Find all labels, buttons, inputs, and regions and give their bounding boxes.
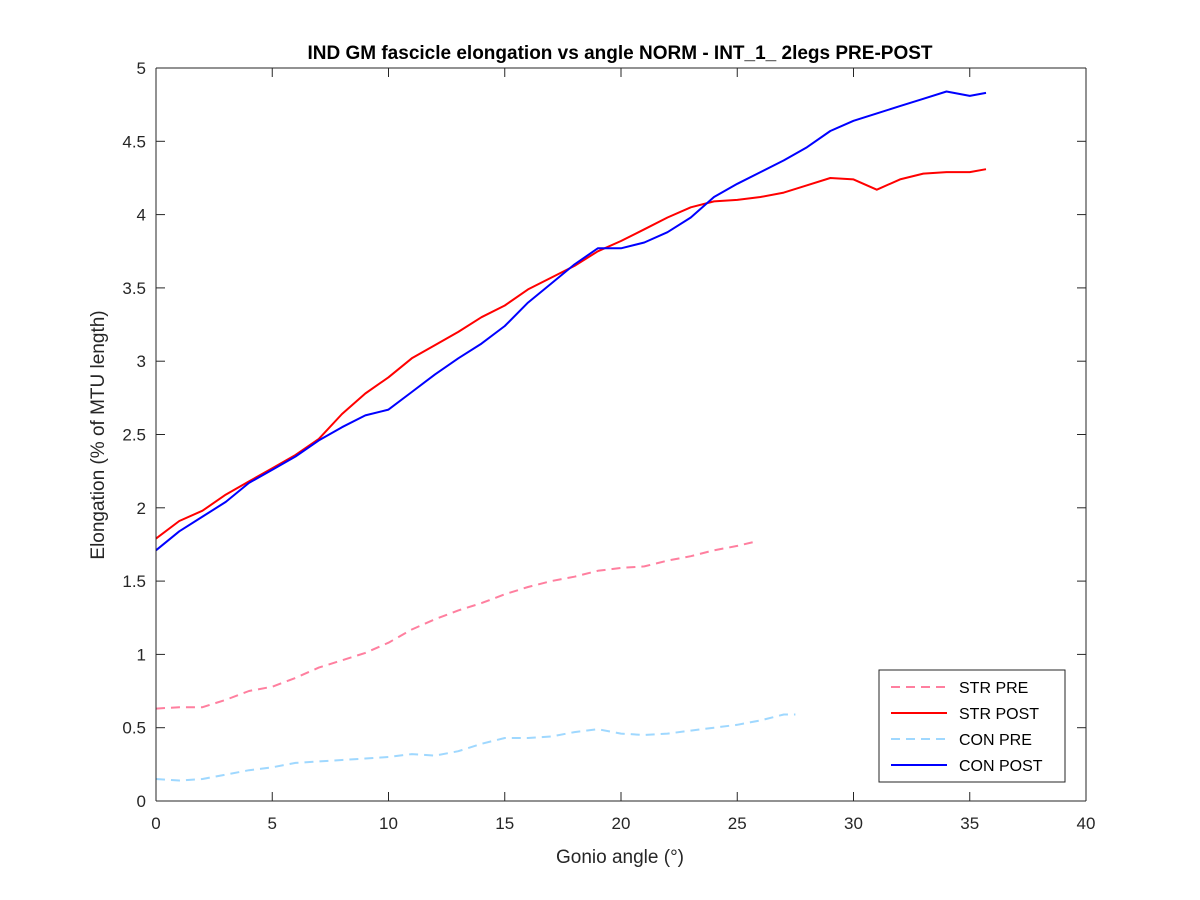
x-tick-label: 0 (151, 814, 160, 833)
y-tick-label: 4.5 (122, 132, 146, 151)
legend-label-str-post: STR POST (959, 706, 1039, 723)
axes-group: 0 5 10 15 20 25 30 35 40 0 0.5 1 1.5 2 2.5 3 3.5 4 4.5 5 (122, 59, 1095, 833)
y-tick-label: 5 (137, 59, 146, 78)
y-tick-label: 3.5 (122, 279, 146, 298)
y-tick-label: 0 (137, 792, 146, 811)
legend-label-str-pre: STR PRE (959, 680, 1028, 697)
legend-label-con-post: CON POST (959, 758, 1043, 775)
x-tick-label: 20 (612, 814, 631, 833)
legend-label-con-pre: CON PRE (959, 732, 1032, 749)
x-tick-label: 15 (495, 814, 514, 833)
y-axis-title: Elongation (% of MTU length) (88, 310, 109, 559)
x-tick-label: 10 (379, 814, 398, 833)
series-line-con-post (155, 90, 987, 552)
series-line-str-pre (155, 540, 757, 710)
y-tick-label: 3 (137, 352, 146, 371)
x-axis-title: Gonio angle (°) (556, 847, 684, 868)
y-tick-label: 2.5 (122, 426, 146, 445)
series-group (155, 90, 987, 782)
series-line-str-post (155, 168, 987, 540)
chart-title: IND GM fascicle elongation vs angle NORM… (307, 43, 932, 64)
y-tick-label: 4 (137, 206, 146, 225)
y-tick-label: 1 (137, 645, 146, 664)
legend-box (878, 669, 1066, 783)
x-tick-label: 35 (960, 814, 979, 833)
x-tick-label: 25 (728, 814, 747, 833)
series-line-con-pre (155, 713, 796, 782)
legend: STR PRE STR POST CON PRE CON POST (878, 669, 1066, 783)
y-tick-label: 1.5 (122, 572, 146, 591)
x-tick-label: 5 (268, 814, 277, 833)
y-tick-label: 2 (137, 499, 146, 518)
y-tick-label: 0.5 (122, 719, 146, 738)
x-tick-label: 40 (1077, 814, 1096, 833)
x-tick-label: 30 (844, 814, 863, 833)
